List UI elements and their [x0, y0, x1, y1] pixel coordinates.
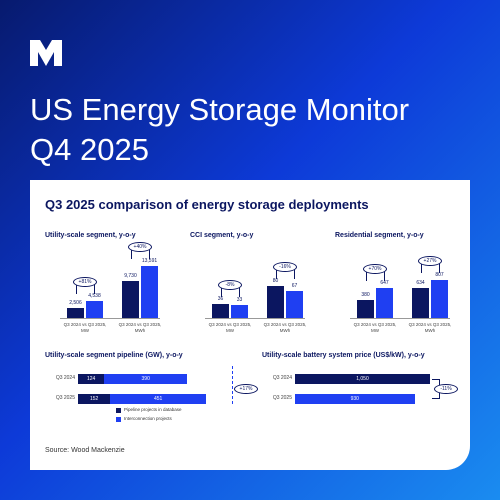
bar	[141, 266, 158, 318]
value-label: 647	[380, 279, 389, 286]
bar	[376, 287, 393, 318]
value-label: 451	[153, 396, 163, 402]
value-label: 4,538	[88, 292, 101, 299]
value-label: 807	[435, 272, 444, 278]
annotation: +81%	[73, 276, 97, 287]
bar	[78, 374, 105, 384]
legend-swatch	[116, 417, 121, 422]
value-label: 80	[272, 278, 279, 284]
value-label: 1,050	[356, 376, 369, 382]
bar	[286, 291, 303, 318]
bar	[122, 280, 139, 318]
bar	[267, 286, 284, 318]
annotation: +17%	[234, 384, 258, 394]
bar	[231, 304, 248, 318]
bar	[431, 280, 448, 318]
chart-title: Utility-scale segment pipeline (GW), y-o…	[45, 352, 183, 359]
value-label: 9,730	[124, 272, 137, 279]
value-label: 124	[86, 376, 96, 382]
value-label: 930	[350, 396, 359, 402]
x-tick-label: Q3 2024 vs Q3 2025, MWh	[408, 322, 452, 333]
legend-label: Pipeline projects in database	[124, 407, 182, 412]
card	[30, 180, 470, 470]
baseline	[205, 318, 305, 319]
y-tick-label: Q3 2024	[55, 375, 75, 381]
x-tick-label: Q3 2024 vs Q3 2025, MW	[63, 322, 107, 333]
value-label: 152	[89, 396, 99, 402]
source: Source: Wood Mackenzie	[45, 447, 125, 454]
x-tick-label: Q3 2024 vs Q3 2025, MW	[208, 322, 252, 333]
value-label: 36	[217, 295, 224, 302]
y-tick-label: Q3 2025	[272, 395, 292, 401]
bar	[104, 374, 188, 384]
value-label: 33	[236, 296, 243, 303]
subtitle: Q4 2025	[30, 132, 149, 167]
bar	[357, 300, 374, 318]
chart-title: Residential segment, y-o-y	[335, 232, 424, 239]
baseline	[60, 318, 160, 319]
chart-title: CCI segment, y-o-y	[190, 232, 254, 239]
x-tick-label: Q3 2024 vs Q3 2025, MWh	[263, 322, 307, 333]
y-tick-label: Q3 2024	[272, 375, 292, 381]
value-label: 634	[416, 280, 425, 287]
annotation: -16%	[273, 262, 297, 272]
bar	[110, 394, 206, 404]
annotation: +70%	[363, 263, 387, 274]
value-label: 2,506	[69, 300, 82, 307]
legend-label: Interconnection projects	[124, 416, 172, 421]
bar	[86, 300, 103, 318]
logo	[30, 40, 62, 66]
dashed-line	[232, 366, 233, 404]
legend-swatch	[116, 408, 121, 413]
annotation: +40%	[128, 242, 152, 252]
value-label: 13,591	[141, 258, 158, 264]
bar	[295, 394, 415, 404]
card-title: Q3 2025 comparison of energy storage dep…	[45, 197, 369, 212]
bar	[78, 394, 111, 404]
bar	[412, 288, 429, 318]
y-tick-label: Q3 2025	[55, 395, 75, 401]
chart-title: Utility-scale segment, y-o-y	[45, 232, 136, 239]
annotation: +27%	[418, 256, 442, 266]
bar	[295, 374, 430, 384]
chart-title: Utility-scale battery system price (US$/…	[262, 352, 425, 359]
annotation: -11%	[434, 384, 458, 394]
bar	[67, 308, 84, 318]
value-label: 67	[291, 283, 298, 290]
bar	[212, 303, 229, 318]
value-label: 390	[141, 376, 150, 382]
annotation: -8%	[218, 279, 242, 290]
title: US Energy Storage Monitor	[30, 92, 410, 127]
x-tick-label: Q3 2024 vs Q3 2025, MWh	[118, 322, 162, 333]
value-label: 380	[361, 292, 370, 299]
baseline	[350, 318, 450, 319]
x-tick-label: Q3 2024 vs Q3 2025, MW	[353, 322, 397, 333]
